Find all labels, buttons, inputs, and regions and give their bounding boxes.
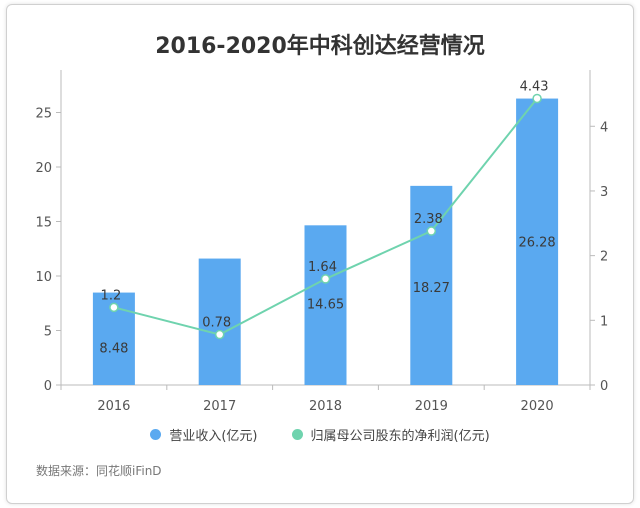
profit-point (109, 302, 119, 313)
y-left-tick-label: 0 (44, 379, 52, 394)
legend-label-revenue: 营业收入(亿元) (169, 429, 258, 444)
legend-item-profit: 归属母公司股东的净利润(亿元) (291, 425, 490, 444)
x-tick-label: 2017 (203, 399, 236, 414)
revenue-bar (516, 98, 559, 385)
profit-data-label: 2.38 (414, 212, 443, 227)
profit-data-label: 0.78 (202, 316, 231, 331)
y-left-tick-label: 10 (35, 270, 52, 285)
legend-label-profit: 归属母公司股东的净利润(亿元) (310, 429, 490, 444)
profit-data-label: 1.2 (101, 288, 122, 303)
y-left-tick-label: 15 (35, 216, 52, 231)
y-right-tick-label: 1 (600, 314, 608, 329)
revenue-bar (198, 258, 241, 385)
revenue-data-label: 18.27 (413, 281, 450, 296)
profit-point (320, 274, 331, 284)
y-left-tick-label: 5 (44, 325, 52, 340)
legend-item-revenue: 营业收入(亿元) (150, 425, 258, 444)
chart-title: 2016-2020年中科创达经营情况 (155, 34, 485, 59)
legend-swatch-revenue (150, 429, 162, 440)
profit-point (426, 226, 437, 236)
profit-point (532, 93, 542, 104)
y-right-tick-label: 0 (600, 379, 608, 394)
revenue-data-label: 26.28 (518, 236, 555, 251)
profit-data-label: 1.64 (308, 260, 337, 275)
y-left-tick-label: 25 (35, 107, 52, 122)
y-right-tick-label: 4 (600, 120, 608, 135)
revenue-bar (304, 225, 347, 385)
legend-swatch-profit (291, 429, 303, 440)
data-source-note: 数据来源：同花顺iFinD (36, 464, 162, 478)
x-tick-label: 2018 (309, 399, 342, 414)
revenue-data-label: 14.65 (307, 297, 344, 312)
x-tick-label: 2020 (521, 399, 554, 414)
profit-data-label: 4.43 (520, 79, 549, 94)
y-right-tick-label: 2 (600, 250, 608, 265)
revenue-bar (410, 185, 453, 385)
x-tick-label: 2019 (415, 399, 448, 414)
profit-point (214, 329, 225, 340)
chart-legend: 营业收入(亿元) 归属母公司股东的净利润(亿元) (0, 425, 640, 444)
revenue-data-label: 8.48 (99, 342, 128, 357)
y-right-tick-label: 3 (600, 185, 608, 200)
x-tick-label: 2016 (97, 399, 130, 414)
y-left-tick-label: 20 (35, 161, 52, 176)
